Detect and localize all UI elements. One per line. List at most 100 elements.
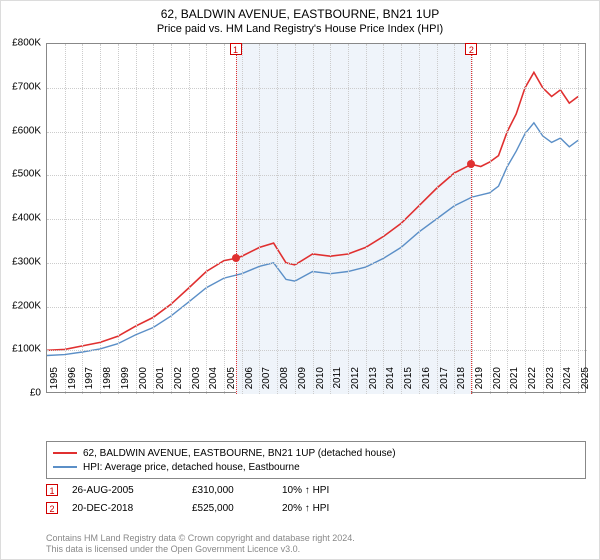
x-axis-label: 2025 (580, 367, 591, 397)
gridline-v (82, 44, 83, 394)
gridline-h (47, 219, 587, 220)
sale-diff: 20% ↑ HPI (282, 503, 382, 514)
gridline-h (47, 350, 587, 351)
x-axis-label: 2022 (527, 367, 538, 397)
x-axis-label: 2012 (350, 367, 361, 397)
attribution: Contains HM Land Registry data © Crown c… (46, 533, 586, 556)
x-axis-label: 2023 (545, 367, 556, 397)
chart-area: 12 £0£100K£200K£300K£400K£500K£600K£700K… (46, 43, 586, 423)
legend: 62, BALDWIN AVENUE, EASTBOURNE, BN21 1UP… (46, 441, 586, 479)
gridline-h (47, 263, 587, 264)
sale-diff: 10% ↑ HPI (282, 485, 382, 496)
x-axis-label: 2020 (492, 367, 503, 397)
x-axis-label: 1995 (49, 367, 60, 397)
legend-item: 62, BALDWIN AVENUE, EASTBOURNE, BN21 1UP… (53, 446, 579, 460)
sale-marker (232, 254, 240, 262)
sale-date: 26-AUG-2005 (72, 485, 192, 496)
attribution-line: Contains HM Land Registry data © Crown c… (46, 533, 586, 544)
x-axis-label: 1998 (102, 367, 113, 397)
sale-index-box: 1 (46, 484, 58, 496)
gridline-v (525, 44, 526, 394)
x-axis-label: 2011 (332, 367, 343, 397)
legend-swatch (53, 452, 77, 454)
callout-index-box: 1 (230, 43, 242, 55)
gridline-v (419, 44, 420, 394)
legend-label: 62, BALDWIN AVENUE, EASTBOURNE, BN21 1UP… (83, 448, 396, 459)
x-axis-label: 1999 (120, 367, 131, 397)
y-axis-label: £200K (1, 300, 41, 311)
x-axis-label: 2004 (208, 367, 219, 397)
attribution-line: This data is licensed under the Open Gov… (46, 544, 586, 555)
figure: 62, BALDWIN AVENUE, EASTBOURNE, BN21 1UP… (0, 0, 600, 560)
sale-price: £310,000 (192, 485, 282, 496)
sale-index-box: 2 (46, 502, 58, 514)
gridline-v (437, 44, 438, 394)
y-axis-label: £300K (1, 256, 41, 267)
gridline-v (295, 44, 296, 394)
x-axis-label: 2010 (315, 367, 326, 397)
gridline-v (242, 44, 243, 394)
gridline-v (189, 44, 190, 394)
gridline-v (118, 44, 119, 394)
x-axis-label: 2016 (421, 367, 432, 397)
x-axis-label: 2002 (173, 367, 184, 397)
gridline-v (277, 44, 278, 394)
x-axis-label: 2024 (562, 367, 573, 397)
y-axis-label: £800K (1, 38, 41, 49)
x-axis-label: 2015 (403, 367, 414, 397)
gridline-v (490, 44, 491, 394)
y-axis-label: £500K (1, 169, 41, 180)
y-axis-label: £700K (1, 81, 41, 92)
gridline-v (401, 44, 402, 394)
x-axis-label: 2021 (509, 367, 520, 397)
x-axis-label: 2014 (385, 367, 396, 397)
x-axis-label: 2019 (474, 367, 485, 397)
gridline-v (560, 44, 561, 394)
gridline-h (47, 307, 587, 308)
gridline-v (543, 44, 544, 394)
y-axis-label: £600K (1, 125, 41, 136)
gridline-v (224, 44, 225, 394)
sale-date: 20-DEC-2018 (72, 503, 192, 514)
x-axis-label: 2008 (279, 367, 290, 397)
legend-item: HPI: Average price, detached house, East… (53, 460, 579, 474)
x-axis-label: 2018 (456, 367, 467, 397)
gridline-h (47, 175, 587, 176)
gridline-v (366, 44, 367, 394)
x-axis-label: 2001 (155, 367, 166, 397)
callout-line (471, 44, 472, 394)
legend-label: HPI: Average price, detached house, East… (83, 462, 300, 473)
gridline-v (65, 44, 66, 394)
x-axis-label: 1997 (84, 367, 95, 397)
gridline-v (348, 44, 349, 394)
y-axis-label: £100K (1, 344, 41, 355)
x-axis-label: 2009 (297, 367, 308, 397)
gridline-v (136, 44, 137, 394)
legend-swatch (53, 466, 77, 468)
gridline-v (313, 44, 314, 394)
x-axis-label: 2006 (244, 367, 255, 397)
y-axis-label: £400K (1, 213, 41, 224)
x-axis-label: 1996 (67, 367, 78, 397)
sale-price: £525,000 (192, 503, 282, 514)
gridline-h (47, 132, 587, 133)
gridline-v (330, 44, 331, 394)
gridline-v (578, 44, 579, 394)
x-axis-label: 2017 (439, 367, 450, 397)
gridline-v (454, 44, 455, 394)
gridline-v (153, 44, 154, 394)
callout-index-box: 2 (465, 43, 477, 55)
sale-row: 1 26-AUG-2005 £310,000 10% ↑ HPI (46, 481, 586, 499)
callout-line (236, 44, 237, 394)
sales-table: 1 26-AUG-2005 £310,000 10% ↑ HPI 2 20-DE… (46, 481, 586, 517)
gridline-v (206, 44, 207, 394)
gridline-h (47, 88, 587, 89)
gridline-v (259, 44, 260, 394)
chart-subtitle: Price paid vs. HM Land Registry's House … (1, 23, 599, 35)
gridline-v (507, 44, 508, 394)
sale-row: 2 20-DEC-2018 £525,000 20% ↑ HPI (46, 499, 586, 517)
x-axis-label: 2005 (226, 367, 237, 397)
x-axis-label: 2007 (261, 367, 272, 397)
x-axis-label: 2000 (138, 367, 149, 397)
chart-title: 62, BALDWIN AVENUE, EASTBOURNE, BN21 1UP (1, 7, 599, 21)
